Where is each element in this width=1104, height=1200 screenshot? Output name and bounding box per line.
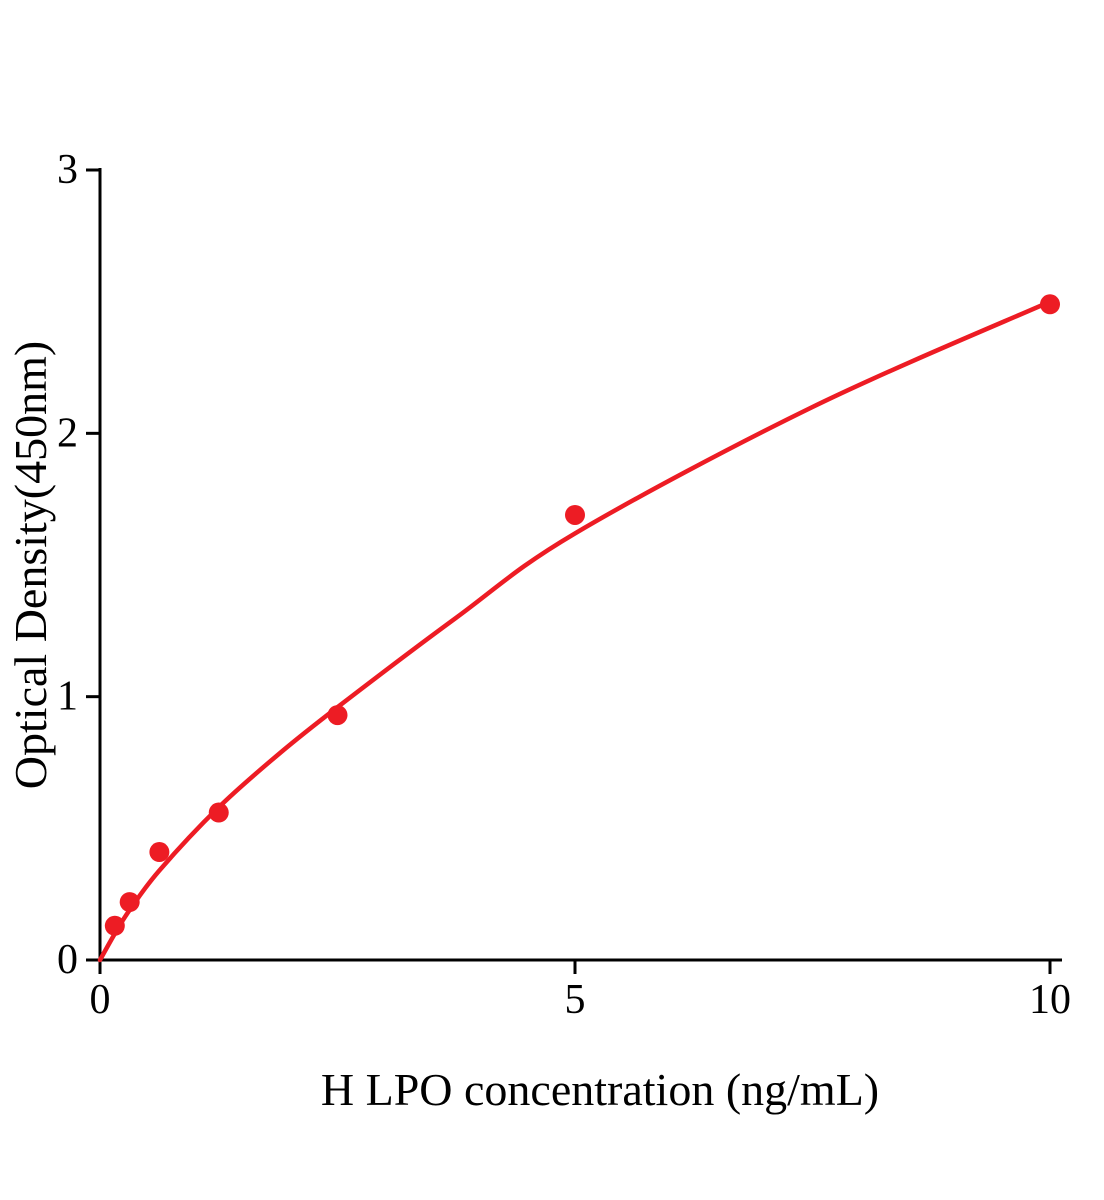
- x-tick-label: 10: [1029, 977, 1071, 1023]
- y-tick-label: 3: [57, 147, 78, 193]
- data-point: [565, 504, 585, 525]
- data-point: [149, 842, 170, 863]
- data-point: [327, 705, 348, 726]
- x-tick-label: 0: [90, 977, 111, 1023]
- fit-curve: [97, 299, 1053, 963]
- plot-area: 0 1 2 3 0 5 10: [57, 147, 1071, 1023]
- x-axis-title: H LPO concentration (ng/mL): [321, 1064, 879, 1115]
- y-tick-label: 1: [57, 674, 78, 720]
- data-point: [1040, 294, 1060, 315]
- y-tick-label: 2: [57, 410, 78, 456]
- data-point: [119, 892, 140, 913]
- x-tick-label: 5: [565, 977, 586, 1023]
- y-axis-title: Optical Density(450nm): [5, 341, 56, 789]
- data-point: [104, 915, 125, 936]
- data-point: [208, 802, 229, 823]
- y-tick-label: 0: [57, 937, 78, 983]
